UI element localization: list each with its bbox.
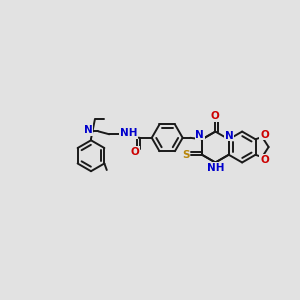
- Text: NH: NH: [207, 163, 225, 173]
- Text: O: O: [131, 147, 140, 157]
- Text: N: N: [84, 125, 93, 135]
- Text: N: N: [195, 130, 204, 140]
- Text: S: S: [182, 150, 190, 160]
- Text: O: O: [260, 154, 269, 164]
- Text: NH: NH: [120, 128, 137, 138]
- Text: N: N: [225, 131, 234, 141]
- Text: O: O: [260, 130, 269, 140]
- Text: O: O: [211, 111, 220, 121]
